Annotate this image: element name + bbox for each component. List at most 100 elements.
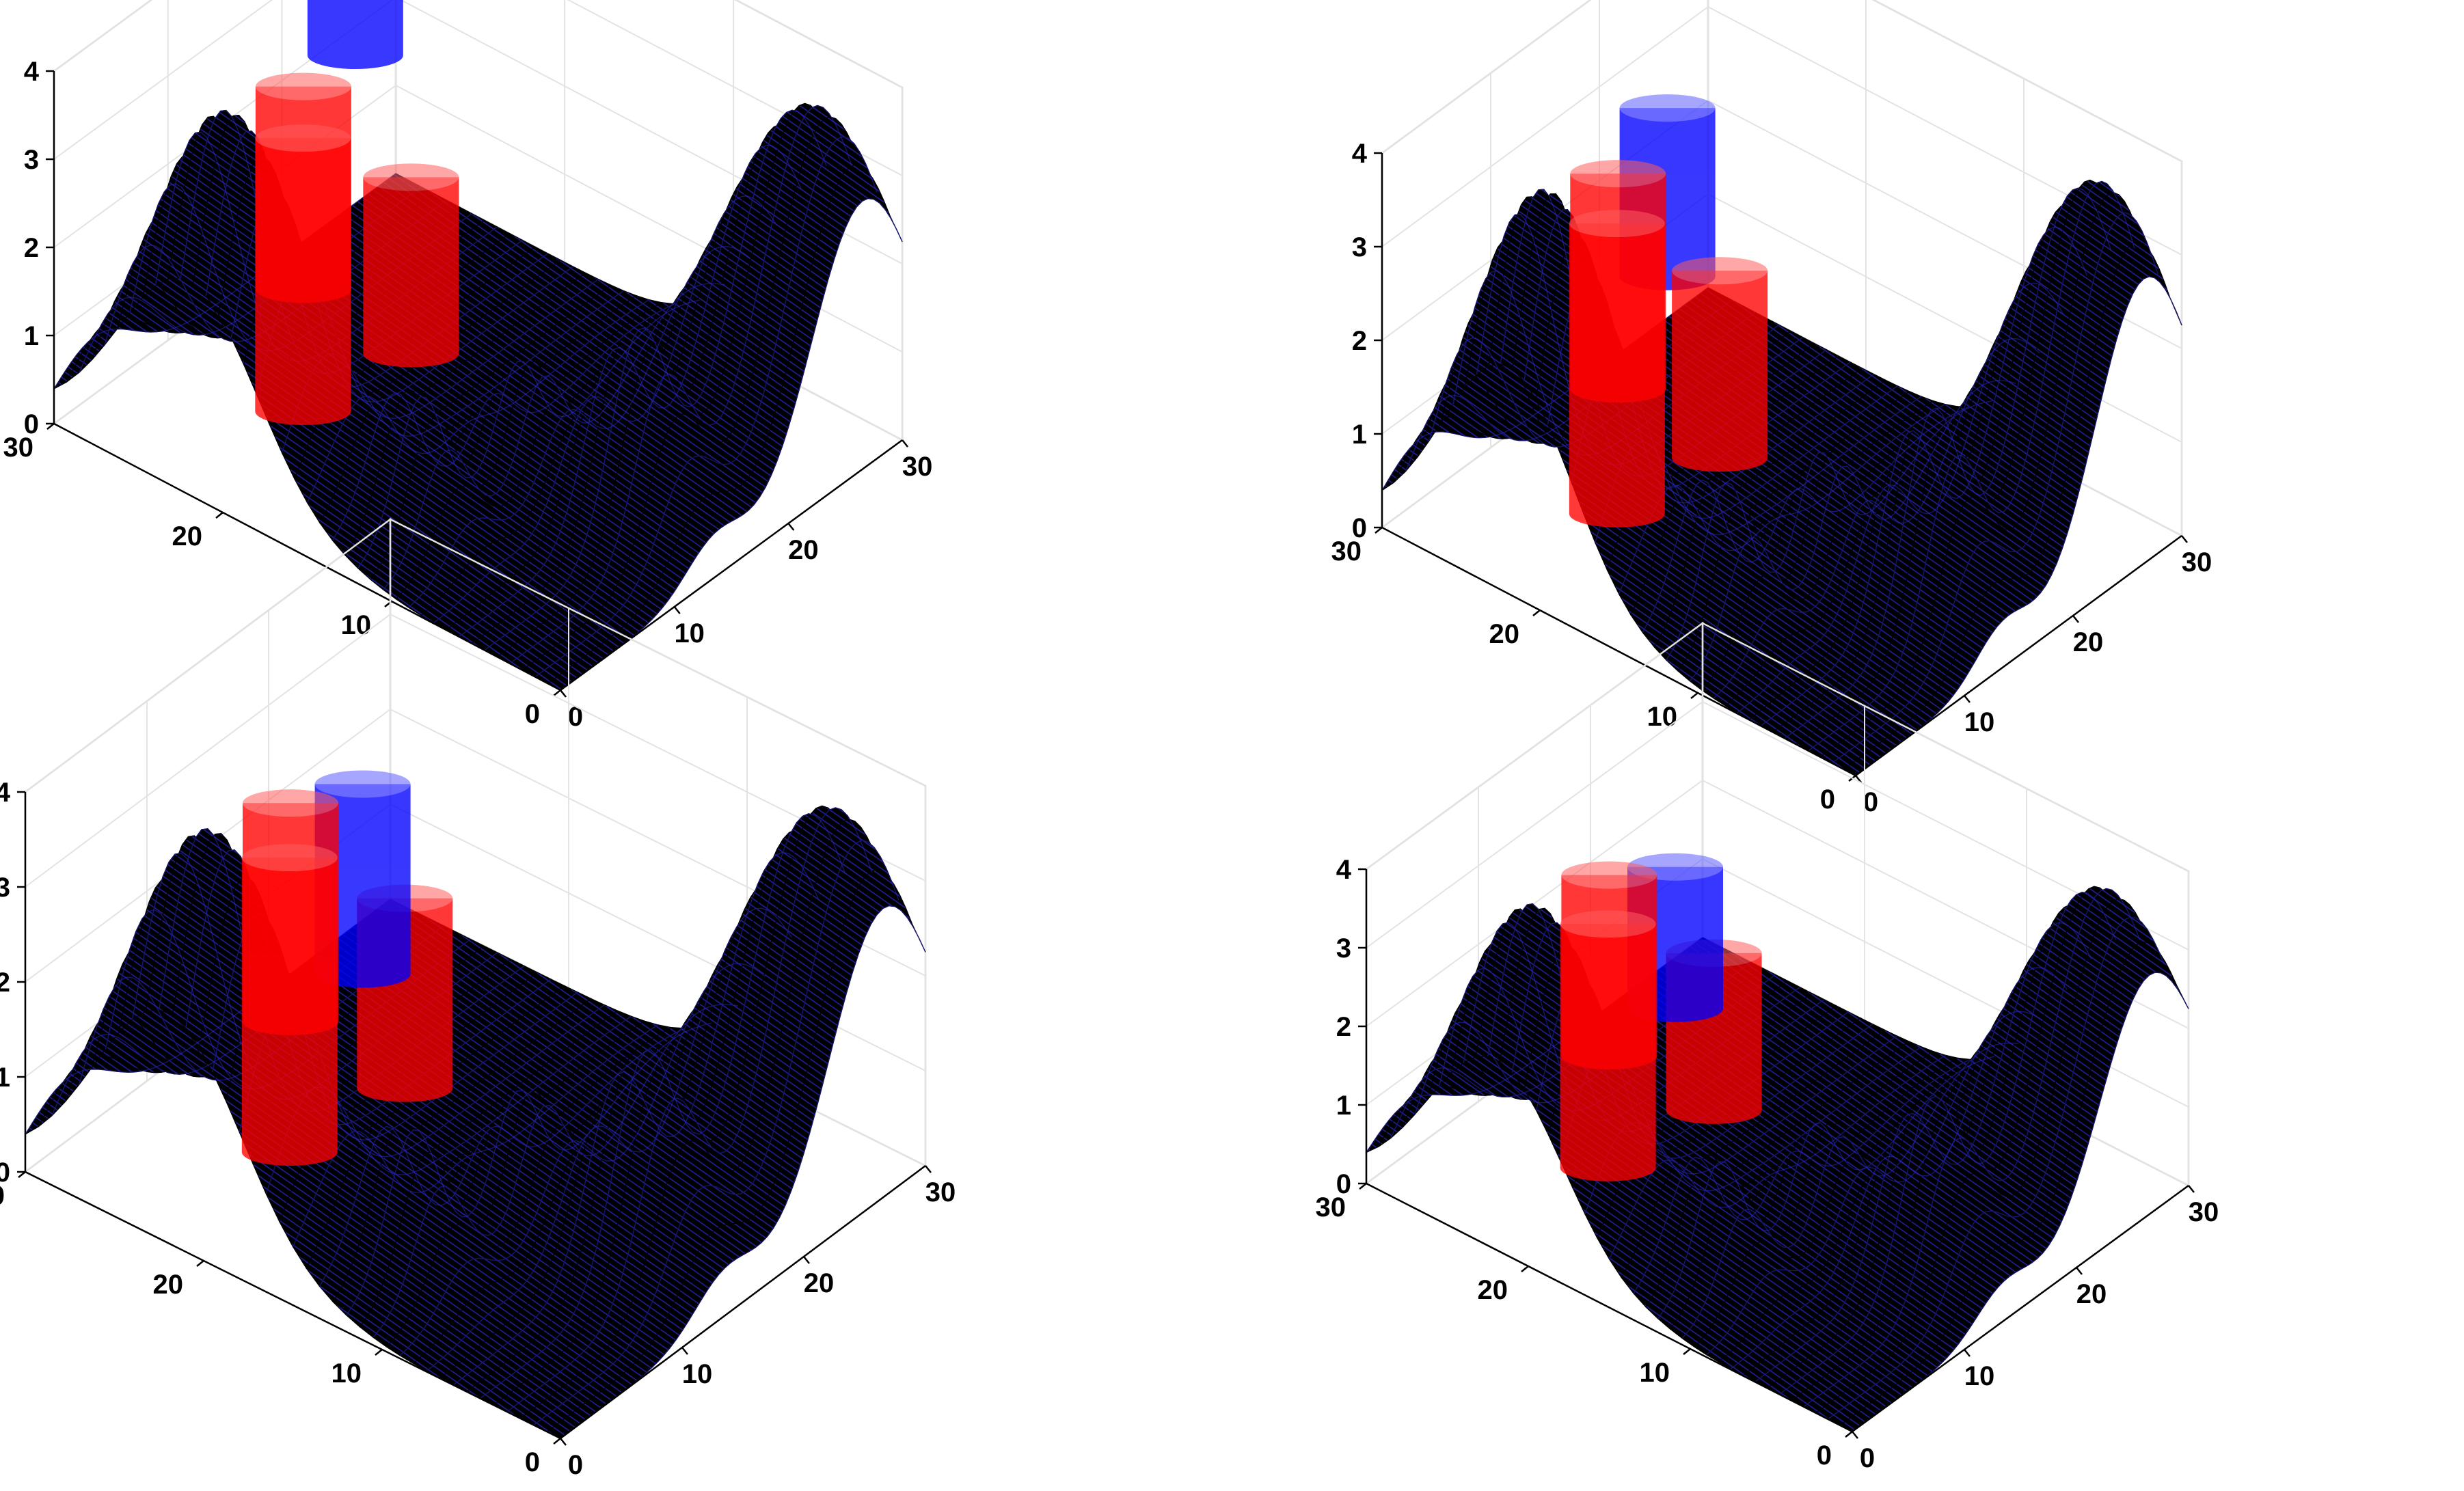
mesh-line [426,907,792,1371]
y-tick-mark [553,1438,561,1445]
cylinder-top [1627,853,1723,881]
x-tick-label: 0 [1860,1443,1875,1473]
cylinder-top-highlight [255,72,351,100]
grid-line [1381,0,2182,162]
x-tick-label: 20 [2076,1279,2107,1309]
cylinder-body [255,138,351,425]
z-tick-label: 3 [24,145,39,175]
x-tick-mark [2072,615,2079,623]
x-tick-label: 30 [2182,547,2212,577]
cylinder-top-highlight [363,163,459,191]
x-tick-label: 30 [902,452,933,482]
mesh-line [1618,403,1945,594]
grid-line [53,0,903,264]
mesh-line [1657,1056,1994,1319]
terrain-surface [1381,179,2182,776]
x-tick-label: 20 [788,535,819,565]
x-tick-label: 20 [804,1268,835,1298]
y-tick-label: 0 [1820,784,1835,815]
mesh-line [459,144,802,638]
mesh-line [180,109,523,374]
x-axis-line [1855,534,2182,777]
mesh-line [1808,180,2135,752]
cylinder-top-highlight [1569,210,1665,238]
grid-line [1381,99,2182,349]
x-tick-mark [560,1438,567,1446]
cylinder-top [241,844,338,872]
mesh-line [357,299,700,569]
y-tick-label: 0 [525,699,540,729]
red-cylinder [255,124,351,425]
mesh-line [383,283,725,590]
cylinder-top-highlight [241,844,338,872]
y-tick-mark [18,1171,26,1178]
grid-line [1366,622,2189,872]
y-tick-mark [375,1349,383,1356]
cylinder-body [1672,271,1768,472]
y-tick-mark [1375,527,1383,534]
y-tick-label: 20 [1478,1275,1508,1305]
blue-cylinder [314,770,411,988]
cylinder-top [1561,861,1657,889]
mesh-line [1778,892,2116,1395]
cylinder-body [307,0,403,69]
cylinder-body [1569,223,1665,528]
x-tick-label: 20 [2073,627,2104,657]
cylinder-top [363,163,459,191]
z-tick-label: 3 [1352,232,1367,262]
mesh-line [332,303,675,541]
grid-line [25,518,926,793]
x-tick-label: 10 [1964,1361,1995,1391]
x-tick-mark [560,689,567,698]
y-tick-label: 20 [153,1270,184,1300]
red-cylinder [1672,257,1768,472]
mesh-line [1761,226,2088,726]
x-axis-line [1852,1184,2189,1433]
terrain-surface [1365,886,2189,1432]
cylinder-top [255,72,351,100]
y-tick-mark [1683,1348,1691,1355]
y-tick-mark [553,689,561,696]
cylinder-top-highlight [243,789,338,817]
y-tick-label: 0 [525,1447,540,1477]
x-tick-label: 30 [2189,1197,2219,1227]
mesh-line [346,1022,712,1316]
z-tick-label: 2 [0,968,10,998]
terrain-surface [53,102,903,691]
z-tick-label: 2 [1336,1012,1351,1042]
cylinder-body [363,177,459,368]
y-tick-label: 20 [172,521,203,551]
y-axis-line [25,1171,561,1440]
mesh-line [1642,406,1969,633]
mesh-line [159,828,525,1112]
z-tick-label: 3 [1336,933,1351,963]
red-cylinder [363,163,459,368]
y-tick-mark [46,423,55,430]
mesh-line [1803,888,2141,1408]
mesh-line [480,813,846,1399]
x-tick-mark [2076,1267,2083,1275]
x-tick-mark [1855,775,1862,783]
grid-line [53,0,903,176]
z-tick-label: 0 [0,1158,10,1188]
y-tick-label: 20 [1489,619,1520,649]
grid-line [25,708,926,983]
mesh-line [1784,187,2111,739]
mesh-line [433,195,776,623]
grid-line [1366,700,2189,950]
z-tick-label: 0 [24,409,39,439]
cylinder-top-highlight [1619,94,1716,122]
cylinder-top [1560,910,1656,938]
z-tick-label: 3 [0,873,10,903]
cylinder-body [1560,924,1656,1181]
y-tick-label: 30 [1331,536,1362,566]
mesh-line [484,109,827,651]
z-tick-label: 1 [24,321,39,351]
mesh-line [1666,400,1992,661]
cylinder-top [314,770,411,798]
